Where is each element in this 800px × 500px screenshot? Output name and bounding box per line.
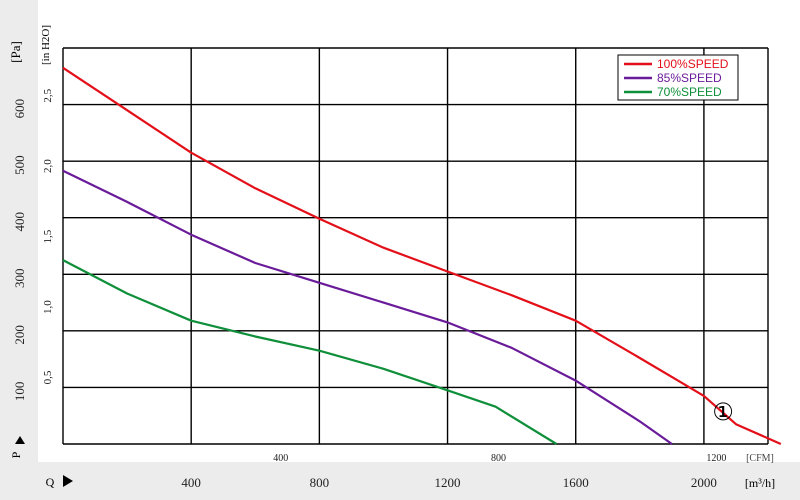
- flow-arrow-icon: [63, 475, 73, 487]
- y-axis-band: [0, 0, 38, 462]
- x-tick-m3h: 400: [181, 475, 201, 490]
- y-tick-pa: 100: [12, 382, 27, 402]
- x-axis-band: [0, 462, 800, 500]
- y-tick-pa: 200: [12, 325, 27, 345]
- chart-legend: 100%SPEED 85%SPEED 70%SPEED: [617, 54, 739, 101]
- legend-label-70: 70%SPEED: [657, 85, 722, 99]
- series-line-0: [62, 66, 782, 446]
- y-tick-inh2o: 1,0: [42, 300, 54, 314]
- x-axis-unit-cfm: [CFM]: [746, 453, 774, 464]
- y-tick-pa: 500: [12, 155, 27, 175]
- x-tick-m3h: 1600: [563, 475, 589, 490]
- y-tick-pa: 400: [12, 212, 27, 232]
- legend-label-85: 85%SPEED: [657, 71, 722, 85]
- y-tick-inh2o: 1,5: [42, 229, 54, 243]
- series-line-1: [62, 169, 673, 445]
- legend-label-100: 100%SPEED: [657, 57, 729, 71]
- pressure-arrow-icon: [15, 436, 25, 444]
- y-tick-pa: 600: [12, 99, 27, 119]
- y-tick-pa: 300: [12, 269, 27, 289]
- x-tick-cfm: 800: [491, 453, 506, 464]
- chart-grid: [62, 47, 769, 445]
- curve-marker: ①: [712, 398, 734, 426]
- y-axis-label-pa: [Pa]: [8, 41, 23, 63]
- x-tick-cfm: 1200: [706, 453, 726, 464]
- x-tick-m3h: 800: [310, 475, 330, 490]
- pressure-symbol: P: [9, 451, 23, 458]
- y-axis-label-inh2o: [in H2O]: [40, 25, 52, 65]
- x-axis-unit-m3h: [m³/h]: [745, 476, 775, 490]
- x-tick-cfm: 400: [273, 453, 288, 464]
- y-tick-inh2o: 2,0: [42, 159, 54, 173]
- y-tick-inh2o: 0,5: [42, 370, 54, 384]
- x-tick-m3h: 1200: [435, 475, 461, 490]
- y-tick-inh2o: 2,5: [42, 88, 54, 102]
- series-line-2: [62, 259, 558, 445]
- tick-labels: 100 200 300 400 500 600 0,5 1,0 1,5 2,0 2,5 400 800 1…: [12, 88, 726, 490]
- x-tick-m3h: 2000: [691, 475, 717, 490]
- flow-symbol: Q: [46, 475, 55, 489]
- series-lines: [62, 66, 782, 446]
